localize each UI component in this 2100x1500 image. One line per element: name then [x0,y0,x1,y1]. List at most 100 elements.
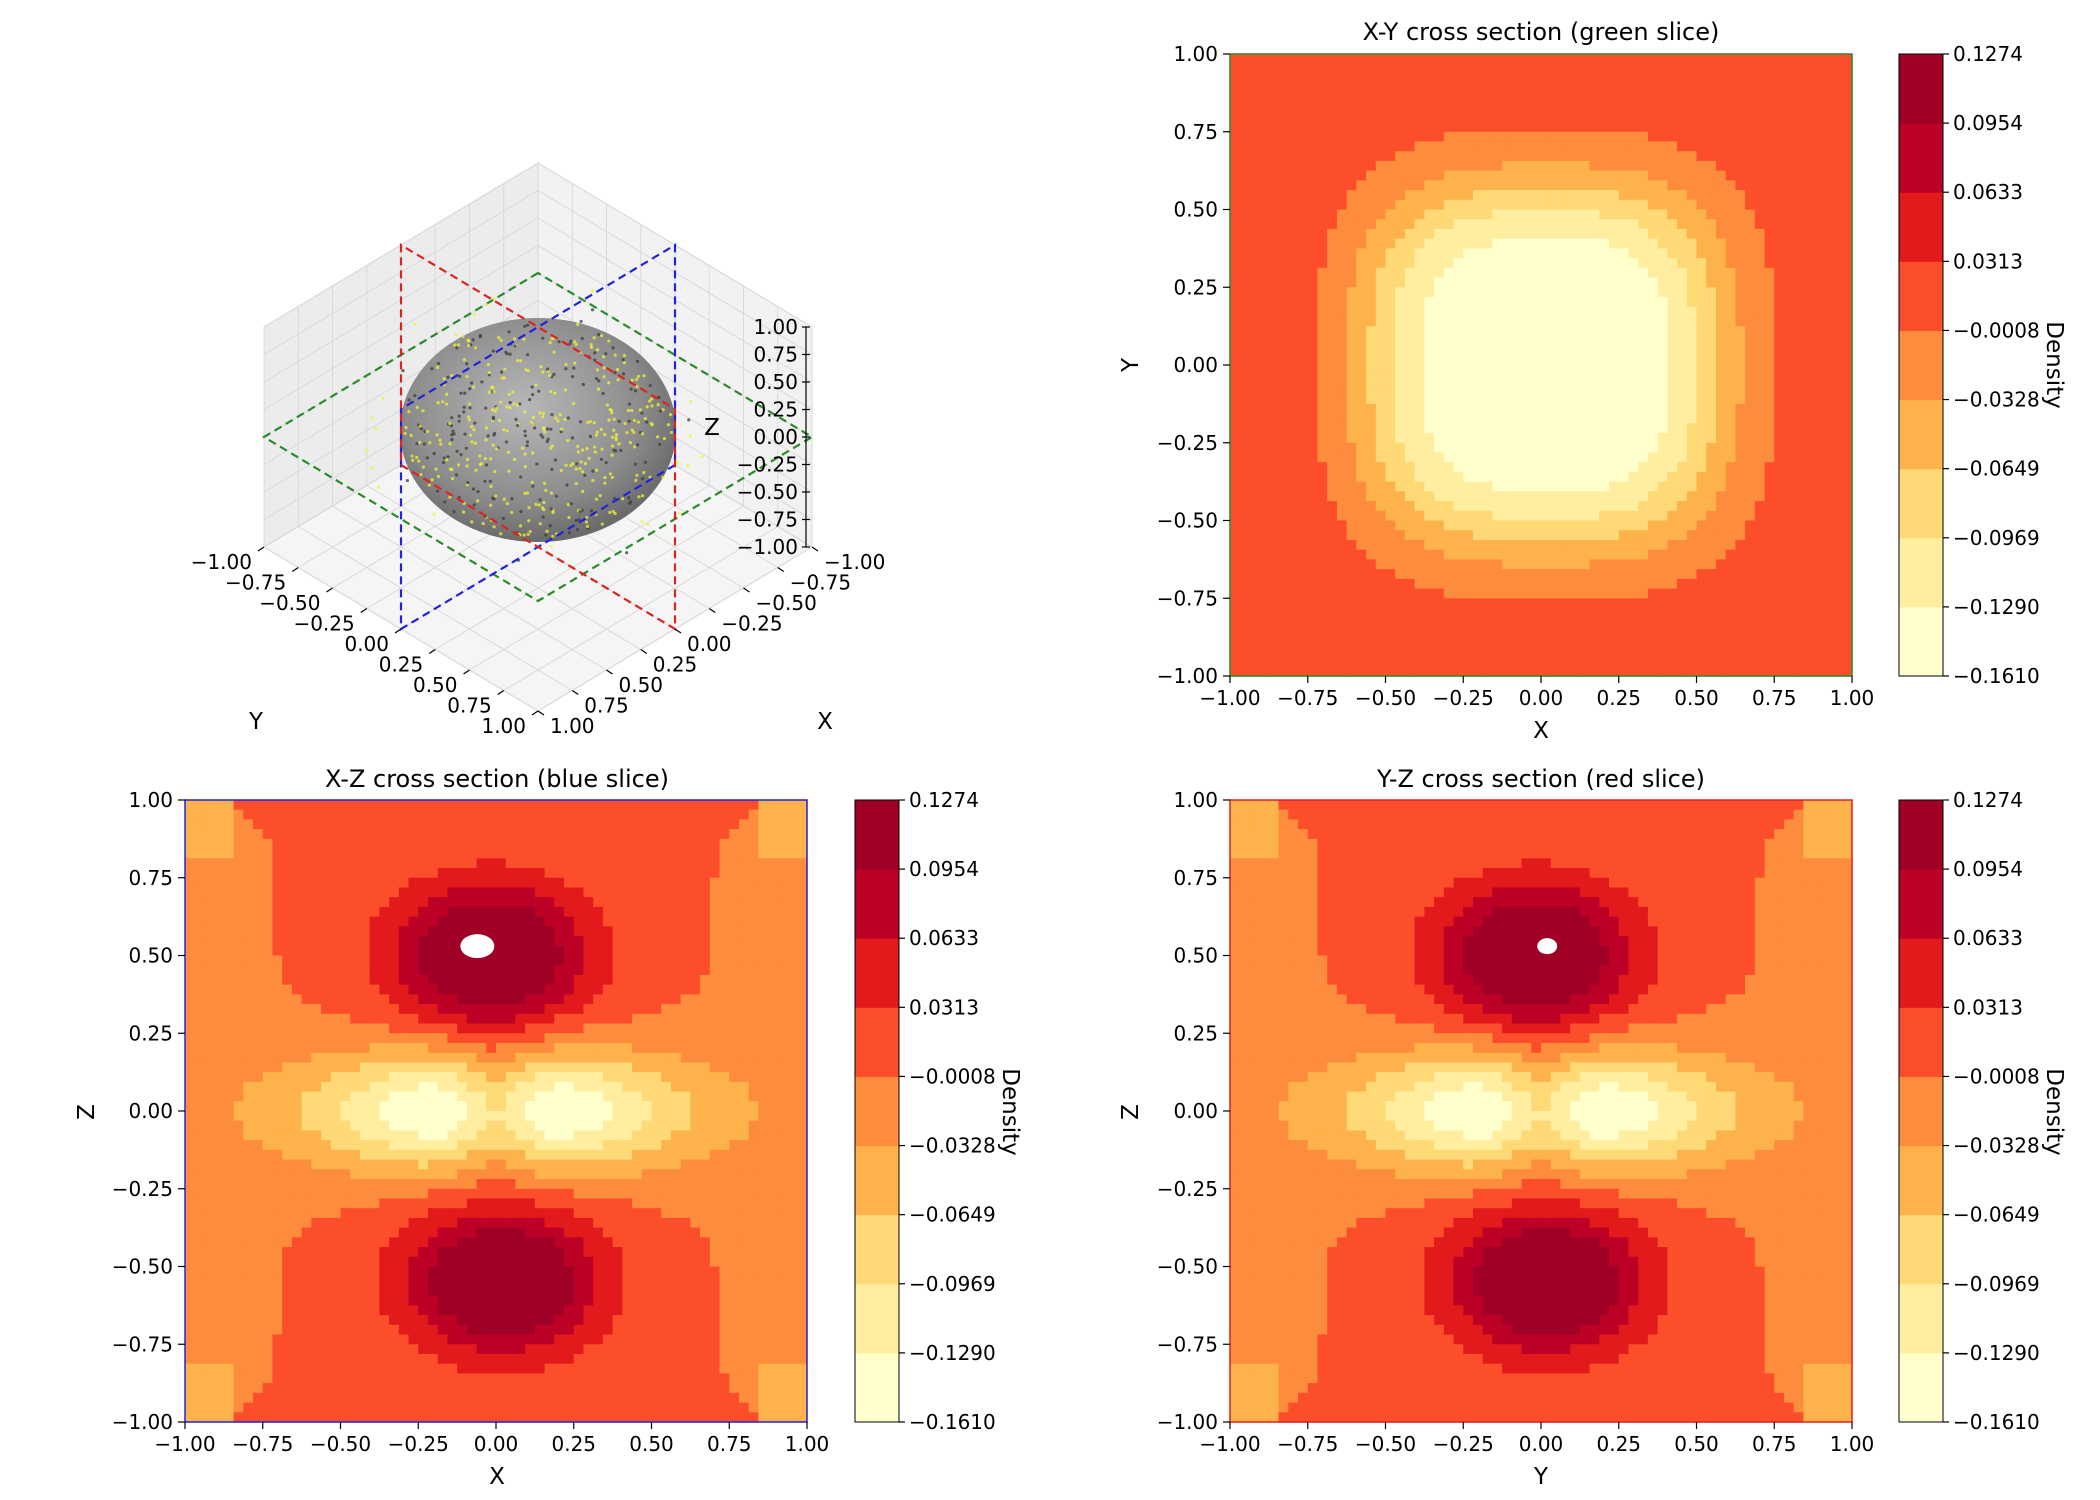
heatmap-cell [1764,462,1775,473]
colorbar-segment [1899,123,1943,193]
heatmap-cell [1832,112,1843,123]
heatmap-cell [1774,296,1785,308]
scatter-point [574,342,578,346]
heatmap-cell [1579,501,1591,512]
heatmap-cell [1298,92,1309,104]
heatmap-cell [1249,170,1260,181]
scatter-point [569,502,573,506]
heatmap-cell [1696,141,1707,152]
scatter-point [566,503,570,507]
heatmap-cell [1618,617,1630,629]
scatter-point [630,428,634,432]
heatmap-cell [1647,102,1659,113]
heatmap-cell [1327,501,1338,512]
heatmap-cell [1745,141,1756,152]
heatmap-cell [185,1276,196,1287]
heatmap-cell [1579,520,1591,531]
heatmap-cell [1453,539,1464,551]
heatmap-cell [1230,151,1241,162]
heatmap-cell [1434,335,1445,347]
heatmap-cell [1346,384,1357,395]
scatter-point [588,434,593,439]
heatmap-cell [1560,374,1571,386]
heatmap-cell [1793,151,1805,162]
heatmap-cell [1463,228,1474,240]
heatmap-cell [1492,471,1503,483]
scatter-point [445,402,449,406]
heatmap-cell [1813,491,1824,502]
heatmap-cell [1667,306,1678,318]
heatmap-cell [1696,131,1707,143]
heatmap-cell [1414,209,1425,220]
heatmap-cell [1404,442,1416,454]
heatmap-cell [1696,267,1707,279]
heatmap-cell [1725,598,1736,609]
heatmap-cell [1414,296,1425,308]
heatmap-cell [1550,588,1562,599]
heatmap-cell [1395,656,1406,667]
heatmap-cell [1385,335,1396,347]
heatmap-cell [1570,102,1581,113]
heatmap-cell [1239,637,1251,648]
heatmap-cell [1774,92,1785,104]
heatmap-cell [1531,607,1542,619]
heatmap-cell [1230,656,1241,667]
scatter-point [645,405,649,409]
heatmap-cell [1336,267,1348,279]
heatmap-cell [1599,73,1610,84]
heatmap-cell [1764,228,1775,240]
heatmap-cell [1599,491,1610,502]
heatmap-cell [1492,365,1503,376]
heatmap-cell [1628,160,1639,172]
heatmap-cell [1230,296,1241,308]
scatter-point [445,458,449,462]
heatmap-cell [1667,462,1678,473]
scatter-point [549,427,553,431]
heatmap-cell [1667,190,1678,201]
heatmap-cell [1842,520,1853,531]
heatmap-cell [1570,617,1581,629]
heatmap-cell [1288,92,1299,104]
heatmap-cell [1696,258,1707,269]
heatmap-cell [1793,277,1805,288]
scatter-point [579,460,583,464]
heatmap-cell [1774,598,1785,609]
scatter-point [548,340,552,345]
heatmap-cell [1366,209,1377,220]
scatter-point [571,401,576,406]
y-tick-label: 0.00 [1173,353,1218,377]
heatmap-cell [1346,433,1357,444]
scatter-point [594,497,599,501]
heatmap-cell [1414,287,1425,298]
scatter-point [658,442,662,446]
scatter-point [523,452,527,456]
heatmap-cell [1472,63,1484,75]
heatmap-cell [1560,646,1571,658]
heatmap-cell [1579,365,1591,376]
scatter-point [471,385,476,389]
heatmap-cell [1832,267,1843,279]
scatter-point [552,350,556,354]
heatmap-cell [1793,238,1805,249]
heatmap-cell [1511,646,1523,658]
heatmap-cell [1647,374,1659,386]
heatmap-cell [1696,520,1707,531]
scatter-point [523,324,527,328]
heatmap-cell [194,1344,206,1355]
heatmap-cell [1356,627,1367,638]
slice-xy-green [261,271,815,603]
heatmap-cell [1560,413,1571,424]
heatmap-cell [1677,102,1688,113]
heatmap-cell [1249,190,1260,201]
heatmap-cell [1550,666,1562,677]
heatmap-cell [1696,471,1707,483]
heatmap-cell [1434,73,1445,84]
heatmap-cell [1307,559,1319,570]
heatmap-cell [1774,607,1785,619]
heatmap-cell [1783,122,1795,133]
heatmap-cell [1560,306,1571,318]
heatmap-cell [1745,238,1756,249]
heatmap-cell [1609,73,1620,84]
heatmap-cell [1754,190,1766,201]
heatmap-cell [1667,365,1678,376]
